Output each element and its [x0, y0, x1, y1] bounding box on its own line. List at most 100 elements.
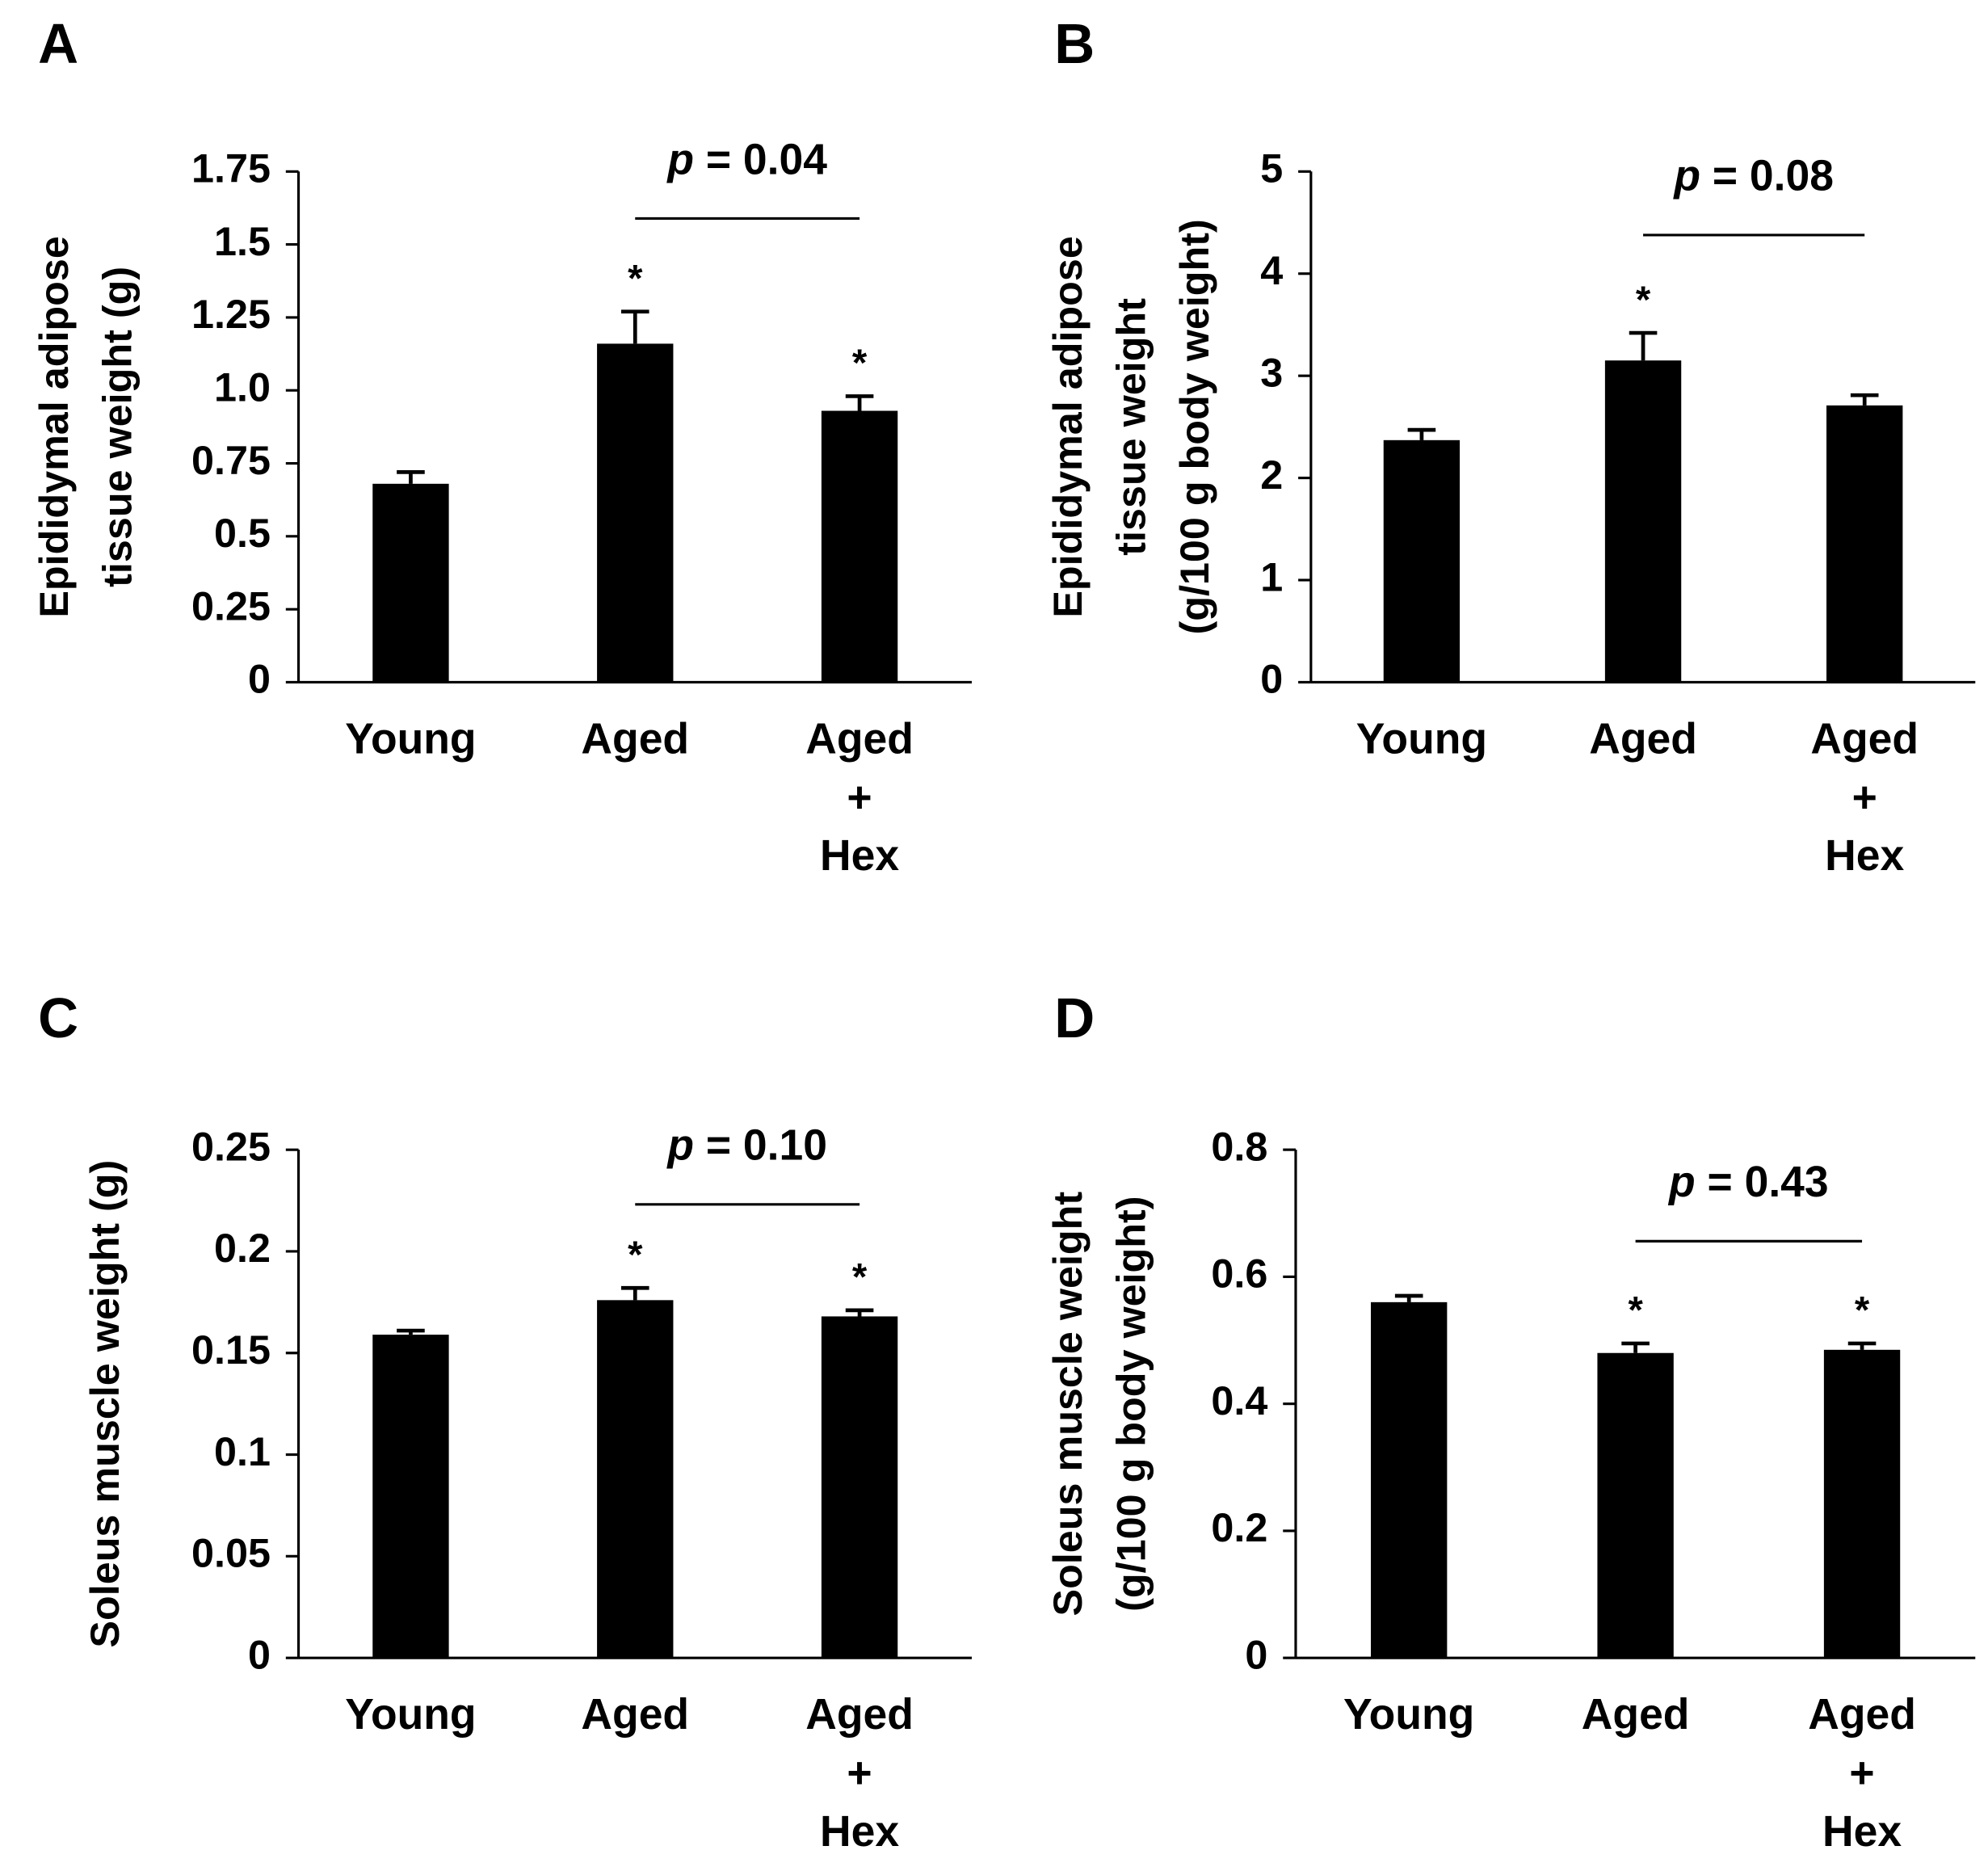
bar [1371, 1301, 1448, 1659]
p-symbol: p [666, 1122, 694, 1170]
y-axis-title: Epididymal adipose [31, 236, 77, 617]
x-tick-label-box: Young [345, 1691, 477, 1739]
bar [821, 1316, 898, 1659]
y-tick-label: 0 [1260, 656, 1283, 702]
y-tick-label: 0.25 [191, 1123, 271, 1169]
p-value-annotation: p = 0.43 [1667, 1158, 1829, 1206]
y-tick-label: 0.4 [1211, 1377, 1267, 1423]
error-bar [620, 309, 649, 344]
panel-letter: B [1054, 12, 1095, 75]
error-bar [620, 1285, 649, 1301]
x-tick-label: Aged [1589, 715, 1697, 764]
significance-mark: * [852, 1255, 868, 1298]
y-axis-title: Soleus muscle weight (g) [82, 1160, 128, 1648]
y-tick-label: 0.15 [191, 1327, 271, 1373]
y-tick-label: 0 [248, 656, 271, 702]
x-tick-label: Aged + Hex [805, 1691, 914, 1856]
error-bar [1407, 427, 1436, 440]
error-bar [1847, 1341, 1877, 1350]
y-axis-title: Epididymal adipose [1044, 236, 1091, 617]
y-tick-label: 4 [1260, 247, 1283, 293]
y-tick-label: 0.2 [1211, 1504, 1267, 1550]
x-tick-label: Aged [1581, 1691, 1690, 1739]
x-tick-label-box: Aged + Hex [805, 1691, 914, 1856]
x-tick-label: Aged + Hex [805, 715, 914, 881]
y-axis-title: tissue weight [1108, 298, 1154, 556]
significance-mark: * [628, 1233, 643, 1276]
p-value: = 0.10 [706, 1122, 827, 1170]
y-axis-title: (g/100 g body weight) [1171, 219, 1217, 634]
bar [1597, 1352, 1674, 1659]
p-value-annotation: p = 0.04 [666, 136, 827, 183]
error-bar [397, 1328, 425, 1335]
x-tick-label-box: Aged + Hex [805, 715, 914, 881]
panel-letter: D [1054, 986, 1095, 1049]
significance-mark: * [628, 256, 643, 299]
x-tick-label: Aged [581, 715, 690, 764]
bar [821, 410, 898, 683]
y-tick-label: 1.0 [214, 364, 271, 410]
y-tick-label: 0 [1245, 1631, 1267, 1677]
bar [1823, 1349, 1901, 1659]
p-value-annotation: p = 0.08 [1672, 153, 1834, 200]
x-tick-label: Young [345, 715, 477, 764]
y-tick-label: 2 [1260, 452, 1283, 498]
bar [1383, 439, 1461, 683]
p-symbol: p [1672, 153, 1700, 200]
y-tick-label: 0.05 [191, 1530, 271, 1576]
error-bar [1621, 1341, 1650, 1353]
y-tick-label: 0.8 [1211, 1123, 1267, 1169]
error-bar [845, 1308, 874, 1317]
p-value: = 0.04 [706, 136, 827, 183]
y-tick-label: 3 [1260, 349, 1283, 395]
y-axis-title: Soleus muscle weight [1044, 1192, 1091, 1617]
bar [597, 343, 674, 683]
x-tick-label-box: Young [345, 715, 477, 764]
p-symbol: p [1667, 1158, 1696, 1206]
significance-mark: * [852, 341, 868, 384]
bar [372, 1335, 449, 1659]
error-bar [1850, 393, 1879, 406]
y-tick-label: 1.25 [191, 291, 271, 337]
x-tick-label-box: Young [1343, 1691, 1475, 1739]
x-tick-label-box: Aged [581, 1691, 690, 1739]
p-value: = 0.43 [1708, 1158, 1829, 1206]
x-tick-label: Aged + Hex [1810, 715, 1919, 881]
y-tick-label: 1.5 [214, 218, 271, 264]
y-axis-title: tissue weight (g) [95, 267, 141, 587]
x-tick-label: Young [1355, 715, 1488, 764]
x-tick-label-box: Aged + Hex [1810, 715, 1919, 881]
y-tick-label: 0.5 [214, 510, 271, 556]
y-tick-label: 1 [1260, 553, 1283, 599]
x-tick-label-box: Aged [581, 715, 690, 764]
significance-mark: * [1628, 1289, 1643, 1331]
error-bar [845, 394, 874, 411]
significance-mark: * [1636, 278, 1651, 321]
p-value: = 0.08 [1713, 153, 1834, 200]
y-tick-label: 0.2 [214, 1225, 271, 1271]
x-tick-label-box: Aged + Hex [1808, 1691, 1916, 1856]
x-tick-label-box: Aged [1581, 1691, 1690, 1739]
x-tick-label: Aged + Hex [1808, 1691, 1916, 1856]
bar [1604, 360, 1682, 683]
x-tick-label: Young [345, 1691, 477, 1739]
x-tick-label: Aged [581, 1691, 690, 1739]
y-tick-label: 0 [248, 1631, 271, 1677]
error-bar [1629, 330, 1658, 361]
x-tick-label: Young [1343, 1691, 1475, 1739]
panel-letter: C [38, 986, 78, 1049]
bar [1826, 405, 1903, 683]
y-tick-label: 0.75 [191, 437, 271, 483]
significance-mark: * [1855, 1289, 1870, 1331]
y-tick-label: 5 [1260, 145, 1283, 191]
y-tick-label: 0.25 [191, 582, 271, 629]
y-axis-title: (g/100 g body weight) [1108, 1196, 1154, 1611]
y-tick-label: 1.75 [191, 145, 271, 191]
error-bar [397, 470, 425, 484]
x-tick-label-box: Young [1355, 715, 1488, 764]
y-tick-label: 0.6 [1211, 1251, 1267, 1297]
error-bar [1394, 1293, 1423, 1302]
p-symbol: p [666, 136, 694, 183]
y-tick-label: 0.1 [214, 1428, 271, 1474]
